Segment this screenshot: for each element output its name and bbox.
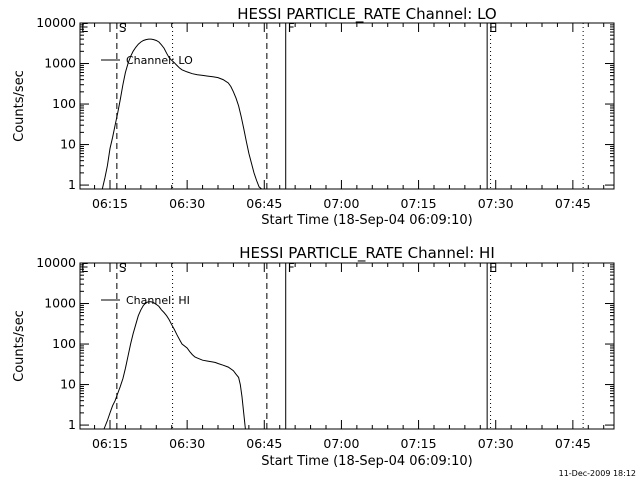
- y-tick-label: 100: [52, 336, 76, 351]
- event-marker-label: E: [489, 21, 497, 35]
- x-tick-label: 07:00: [323, 196, 359, 211]
- corner-marker-label: E: [81, 21, 89, 35]
- y-tick-label: 1: [68, 177, 76, 192]
- series-line-0: [101, 38, 263, 190]
- x-axis-label: Start Time (18-Sep-04 06:09:10): [261, 454, 472, 469]
- x-tick-label: 07:30: [478, 436, 514, 451]
- x-tick-label: 07:15: [401, 436, 437, 451]
- x-tick-label: 07:00: [323, 436, 359, 451]
- y-tick-label: 1000: [44, 296, 76, 311]
- x-tick-label: 06:15: [92, 436, 128, 451]
- y-tick-label: 10000: [36, 15, 76, 30]
- plot-frame: [79, 262, 615, 430]
- chart-title: HESSI PARTICLE_RATE Channel: LO: [237, 5, 496, 24]
- x-tick-label: 06:45: [246, 436, 282, 451]
- chart-panel-0: HESSI PARTICLE_RATE Channel: LO 06:15 06:3…: [12, 5, 615, 228]
- y-axis-label: Counts/sec: [12, 70, 27, 142]
- x-tick-label: 06:15: [92, 196, 128, 211]
- x-tick-label: 07:15: [401, 196, 437, 211]
- x-tick-label: 07:45: [555, 436, 591, 451]
- x-tick-label: 07:45: [555, 196, 591, 211]
- x-tick-label: 06:30: [169, 436, 205, 451]
- series-line-0: [103, 301, 246, 430]
- y-tick-label: 10: [60, 377, 76, 392]
- event-marker-label: S: [119, 21, 127, 35]
- y-tick-label: 10: [60, 137, 76, 152]
- x-tick-label: 07:30: [478, 196, 514, 211]
- x-tick-label: 06:45: [246, 196, 282, 211]
- y-axis-label: Counts/sec: [12, 310, 27, 382]
- y-tick-label: 10000: [36, 255, 76, 270]
- y-tick-label: 100: [52, 96, 76, 111]
- y-tick-label: 1: [68, 417, 76, 432]
- plot-frame: [79, 22, 615, 190]
- event-marker-label: F: [288, 21, 295, 35]
- legend-label: Channel: LO: [126, 54, 193, 67]
- x-tick-label: 06:30: [169, 196, 205, 211]
- chart-title: HESSI PARTICLE_RATE Channel: HI: [239, 244, 495, 263]
- corner-marker-label: E: [81, 261, 89, 275]
- event-marker-label: S: [119, 261, 127, 275]
- event-marker-label: F: [288, 261, 295, 275]
- y-tick-label: 1000: [44, 56, 76, 71]
- chart-panel-1: HESSI PARTICLE_RATE Channel: HI 06:15 06:3…: [12, 244, 615, 469]
- plot-timestamp: 11-Dec-2009 18:12: [559, 469, 636, 478]
- x-axis-label: Start Time (18-Sep-04 06:09:10): [261, 213, 472, 228]
- legend-label: Channel: HI: [126, 294, 190, 307]
- event-marker-label: E: [489, 261, 497, 275]
